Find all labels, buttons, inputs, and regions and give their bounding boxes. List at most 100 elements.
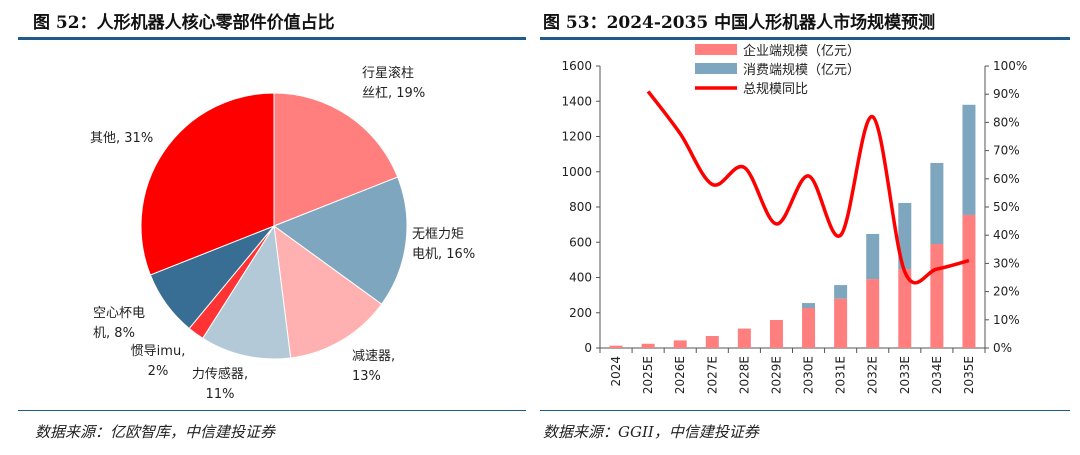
- x-tick-label: 2027E: [705, 356, 719, 394]
- pie-label-sep: ,: [181, 344, 186, 359]
- enterprise-bar: [802, 307, 816, 348]
- x-tick-label: 2029E: [769, 356, 783, 394]
- pie-slice: [140, 92, 275, 276]
- pie-label-name: 减速器: [352, 349, 392, 364]
- pie-label-name: 惯导imu: [130, 344, 182, 359]
- enterprise-bar: [898, 269, 912, 348]
- x-tick-label: 2030E: [802, 356, 816, 394]
- pie-label-sep: ,: [388, 86, 397, 101]
- legend-label: 总规模同比: [743, 82, 808, 97]
- pie-label-name: 力传感器: [191, 367, 244, 382]
- right-y-tick-label: 70%: [993, 144, 1020, 158]
- pie-label-unit: %: [222, 387, 235, 402]
- x-tick-label: 2024: [609, 356, 623, 387]
- x-tick-label: 2032E: [866, 356, 880, 394]
- x-tick-label: 2031E: [834, 356, 848, 394]
- pie-label-value: 19: [396, 86, 413, 101]
- left-y-tick-label: 0: [584, 341, 592, 355]
- enterprise-bar: [737, 328, 751, 348]
- legend-swatch: [695, 44, 737, 55]
- right-footer-rule: [540, 410, 1070, 411]
- growth-rate-line: [646, 90, 970, 285]
- right-y-tick-label: 0%: [993, 341, 1012, 355]
- left-y-tick-label: 800: [569, 200, 592, 214]
- pie-slice-label: 空心杯电机, 8%: [93, 304, 146, 344]
- consumer-bar: [962, 104, 976, 215]
- pie-label-unit: %: [140, 131, 154, 146]
- left-figure-title: 图 52：人形机器人核心零部件价值占比: [33, 13, 335, 33]
- left-y-tick-label: 1600: [561, 59, 592, 73]
- left-source-note: 数据来源：亿欧智库，中信建投证券: [35, 423, 276, 441]
- pie-label-sep: ,: [106, 326, 115, 341]
- pie-slice: [272, 176, 408, 305]
- right-source-note: 数据来源：GGII，中信建投证券: [543, 423, 759, 441]
- enterprise-bar: [930, 244, 944, 348]
- pie-slice: [202, 224, 292, 360]
- pie-label-unit: %: [122, 326, 135, 341]
- right-y-tick-label: 10%: [993, 313, 1020, 327]
- left-y-tick-label: 200: [569, 306, 592, 320]
- enterprise-bar: [705, 336, 719, 348]
- x-tick-label: 2033E: [898, 356, 912, 394]
- left-y-tick-label: 1400: [561, 94, 592, 108]
- right-y-tick-label: 20%: [993, 285, 1020, 299]
- pie-label-value: 2: [147, 364, 156, 379]
- x-tick-label: 2025E: [641, 356, 655, 394]
- right-y-tick-label: 50%: [993, 200, 1020, 214]
- pie-slice-label: 其他, 31%: [90, 129, 153, 149]
- consumer-bar: [898, 202, 912, 270]
- left-y-tick-label: 400: [569, 271, 592, 285]
- pie-label-value: 16: [446, 247, 463, 262]
- pie-label-unit: %: [412, 86, 426, 101]
- pie-label-unit: %: [462, 247, 476, 262]
- enterprise-bar: [609, 345, 623, 348]
- pie-label-name: 空心杯电机: [93, 306, 146, 341]
- right-y-tick-label: 80%: [993, 115, 1020, 129]
- x-tick-label: 2028E: [737, 356, 751, 394]
- pie-label-sep: ,: [391, 349, 396, 364]
- enterprise-bar: [673, 340, 687, 348]
- legend-label: 消费端规模（亿元）: [743, 63, 860, 78]
- legend-label: 企业端规模（亿元）: [743, 43, 860, 59]
- pie-chart: [140, 92, 408, 360]
- pie-label-value: 8: [114, 326, 123, 341]
- legend-swatch: [695, 63, 737, 74]
- pie-label-unit: %: [155, 364, 169, 379]
- pie-label-value: 13: [352, 369, 369, 384]
- pie-label-sep: ,: [116, 131, 125, 146]
- right-y-tick-label: 30%: [993, 256, 1020, 270]
- pie-slice-label: 减速器, 13%: [352, 347, 395, 387]
- left-y-tick-label: 1000: [561, 165, 592, 179]
- pie-label-name: 其他: [90, 131, 117, 146]
- x-tick-label: 2026E: [673, 356, 687, 394]
- pie-slice-label: 力传感器, 11%: [190, 365, 250, 405]
- pie-label-value: 11: [205, 387, 223, 402]
- enterprise-bar: [834, 298, 848, 348]
- pie-slice-label: 惯导imu, 2%: [128, 342, 188, 382]
- pie-label-value: 31: [124, 131, 141, 146]
- enterprise-bar: [962, 214, 976, 348]
- consumer-bar: [866, 233, 880, 280]
- pie-label-name: 行星滚柱丝杠: [362, 66, 415, 101]
- consumer-bar: [802, 303, 816, 308]
- x-tick-label: 2035E: [962, 356, 976, 394]
- consumer-bar: [834, 285, 848, 299]
- pie-label-sep: ,: [438, 247, 447, 262]
- bar-line-chart: 0 200 400 600 800 1000 1200 1400 1600 0% 10% 20% 30%…: [561, 43, 1027, 394]
- enterprise-bar: [641, 343, 655, 348]
- left-y-tick-label: 600: [569, 235, 592, 249]
- right-y-tick-label: 100%: [993, 59, 1027, 73]
- pie-label-unit: %: [368, 369, 381, 384]
- pie-slice-label: 无框力矩电机, 16%: [412, 225, 475, 265]
- pie-label-name: 无框力矩电机: [412, 227, 465, 262]
- pie-slice: [273, 92, 399, 227]
- right-figure-title: 图 53：2024-2035 中国人形机器人市场规模预测: [543, 13, 936, 33]
- left-y-tick-label: 1200: [561, 130, 592, 144]
- pie-label-sep: ,: [243, 367, 249, 382]
- right-y-tick-label: 90%: [993, 87, 1020, 101]
- left-title-rule: [18, 37, 526, 40]
- pie-slice: [273, 224, 383, 359]
- consumer-bar: [930, 162, 944, 245]
- right-y-tick-label: 60%: [993, 172, 1020, 186]
- left-footer-rule: [18, 410, 526, 411]
